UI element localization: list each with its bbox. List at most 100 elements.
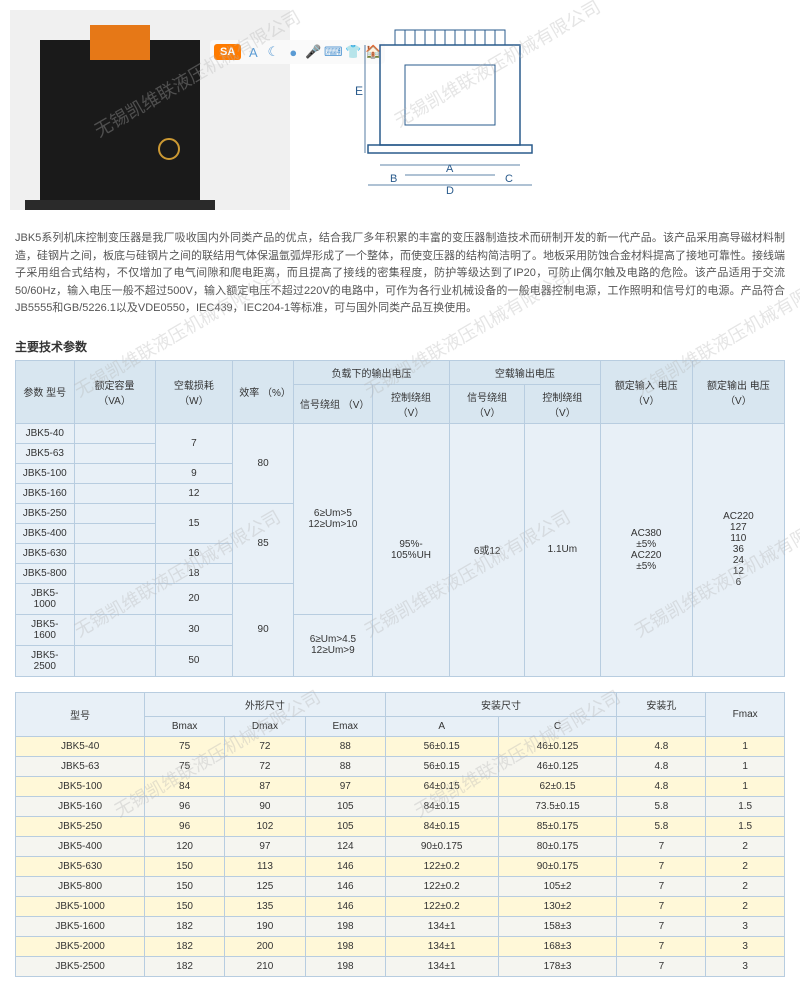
cell: 4.8 [617, 736, 706, 756]
cell: 182 [145, 936, 225, 956]
cell: 88 [305, 756, 385, 776]
cell: 2 [706, 876, 785, 896]
cell: 46±0.125 [498, 736, 617, 756]
cell: 3 [706, 956, 785, 976]
cell: 7 [617, 896, 706, 916]
cell: JBK5-160 [16, 796, 145, 816]
th-sig2: 信号绕组 （V） [450, 384, 525, 423]
cell: 178±3 [498, 956, 617, 976]
moon-icon[interactable]: ☾ [265, 44, 281, 60]
cell: 134±1 [385, 916, 498, 936]
cell: 146 [305, 876, 385, 896]
description-text: JBK5系列机床控制变压器是我厂吸收国内外同类产品的优点，结合我厂多年积累的丰富… [0, 220, 800, 328]
cell: JBK5-250 [16, 816, 145, 836]
cell: 135 [224, 896, 305, 916]
cell: 5.8 [617, 796, 706, 816]
cell: JBK5-2500 [16, 956, 145, 976]
th-eff: 效率 （%） [233, 360, 294, 423]
cell: 72 [224, 736, 305, 756]
th2-fmax: Fmax [706, 692, 785, 736]
product-body [40, 40, 200, 210]
cell: 96 [145, 816, 225, 836]
th2-outer: 外形尺寸 [145, 692, 385, 716]
cell: 3 [706, 936, 785, 956]
sa-badge[interactable]: SA [214, 44, 241, 60]
cell: 122±0.2 [385, 856, 498, 876]
cell: 75 [145, 756, 225, 776]
svg-text:B: B [390, 173, 397, 185]
th2-install: 安装尺寸 [385, 692, 617, 716]
cell: 200 [224, 936, 305, 956]
cell: 122±0.2 [385, 896, 498, 916]
cell: 7 [617, 916, 706, 936]
product-base [25, 200, 215, 210]
cell: 182 [145, 916, 225, 936]
cell: 3 [706, 916, 785, 936]
top-section: SA A ☾ ● 🎤 ⌨ 👕 🏠 E A B C D [0, 0, 800, 220]
th2-hole: 安装孔 [617, 692, 706, 716]
cell: 122±0.2 [385, 876, 498, 896]
cell: 73.5±0.15 [498, 796, 617, 816]
cell: 84±0.15 [385, 816, 498, 836]
svg-text:E: E [355, 84, 363, 98]
cell: 90±0.175 [385, 836, 498, 856]
cell: 182 [145, 956, 225, 976]
cell: 64±0.15 [385, 776, 498, 796]
th2-model: 型号 [16, 692, 145, 736]
cell: 75 [145, 736, 225, 756]
cell: 56±0.15 [385, 736, 498, 756]
cell: 198 [305, 916, 385, 936]
cell: 105 [305, 816, 385, 836]
cell: 80±0.175 [498, 836, 617, 856]
th-input: 额定输入 电压（V） [600, 360, 692, 423]
cell: 87 [224, 776, 305, 796]
cell: 134±1 [385, 936, 498, 956]
cell: 190 [224, 916, 305, 936]
cell: 85±0.175 [498, 816, 617, 836]
product-photo: SA A ☾ ● 🎤 ⌨ 👕 🏠 [10, 10, 290, 210]
cell: 90 [224, 796, 305, 816]
cell: 120 [145, 836, 225, 856]
cell: 124 [305, 836, 385, 856]
cell: 150 [145, 856, 225, 876]
cell: 1.5 [706, 796, 785, 816]
cell: 96 [145, 796, 225, 816]
cell: 7 [617, 876, 706, 896]
cell: 7 [617, 936, 706, 956]
cell: 134±1 [385, 956, 498, 976]
cell: 7 [617, 836, 706, 856]
cell: 7 [617, 956, 706, 976]
technical-diagram: E A B C D [310, 10, 590, 210]
cell: 146 [305, 896, 385, 916]
spec-table-1: 参数 型号 额定容量 （VA） 空载损耗 （W） 效率 （%） 负载下的输出电压… [15, 360, 785, 677]
cell: 113 [224, 856, 305, 876]
dot-icon[interactable]: ● [285, 44, 301, 60]
cell: 105±2 [498, 876, 617, 896]
cell: 56±0.15 [385, 756, 498, 776]
cell: 72 [224, 756, 305, 776]
cell: 84 [145, 776, 225, 796]
cell: JBK5-800 [16, 876, 145, 896]
cell: JBK5-40 [16, 423, 75, 443]
cell: 150 [145, 896, 225, 916]
th-noload: 空载输出电压 [450, 360, 600, 384]
cell: 2 [706, 896, 785, 916]
icon-a[interactable]: A [245, 44, 261, 60]
product-circle [158, 138, 180, 160]
cell: 1 [706, 756, 785, 776]
cell: 158±3 [498, 916, 617, 936]
cell: JBK5-63 [16, 756, 145, 776]
cell: 62±0.15 [498, 776, 617, 796]
th-ctrl1: 控制绕组 （V） [372, 384, 449, 423]
cell: JBK5-40 [16, 736, 145, 756]
cell: 198 [305, 956, 385, 976]
th-sig1: 信号绕组 （V） [293, 384, 372, 423]
svg-text:D: D [446, 185, 454, 197]
cell: 84±0.15 [385, 796, 498, 816]
th-load: 负载下的输出电压 [293, 360, 449, 384]
cell: 7 [617, 856, 706, 876]
product-top-orange [90, 25, 150, 60]
cell: 4.8 [617, 756, 706, 776]
cell: 168±3 [498, 936, 617, 956]
cell: 46±0.125 [498, 756, 617, 776]
